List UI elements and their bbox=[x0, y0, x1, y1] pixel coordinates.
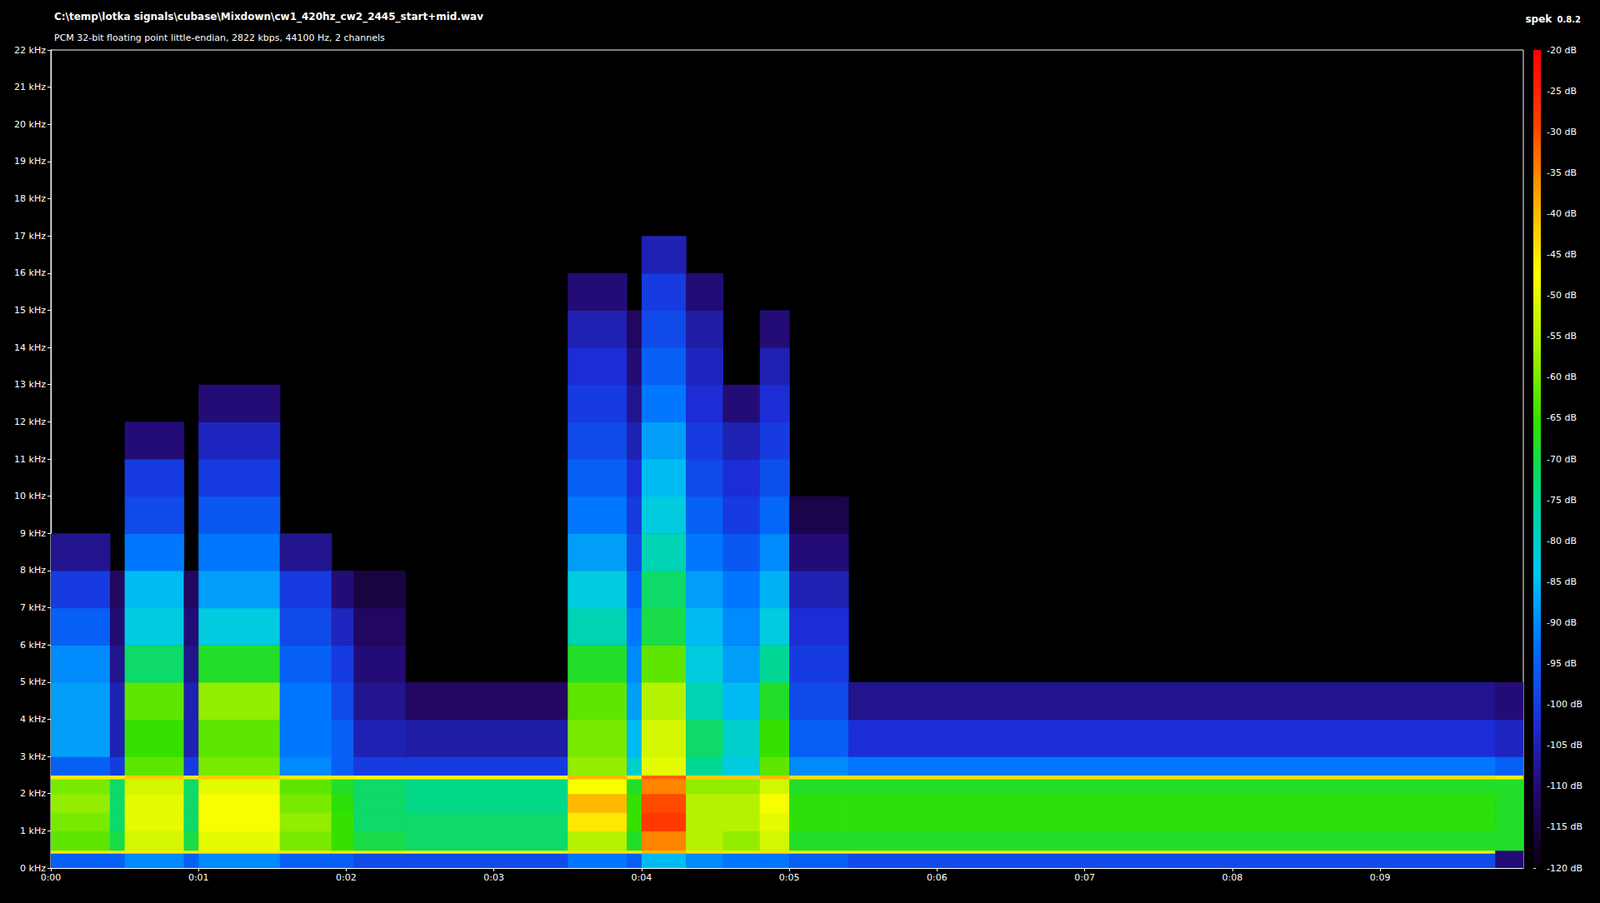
svg-text:19 kHz: 19 kHz bbox=[14, 155, 46, 167]
svg-text:-80 dB: -80 dB bbox=[1546, 535, 1577, 547]
svg-text:-45 dB: -45 dB bbox=[1546, 249, 1577, 260]
svg-text:-30 dB: -30 dB bbox=[1546, 126, 1577, 138]
svg-text:0:04: 0:04 bbox=[631, 872, 653, 884]
svg-text:1 kHz: 1 kHz bbox=[20, 825, 46, 837]
svg-text:-20 dB: -20 dB bbox=[1546, 45, 1577, 56]
svg-text:18 kHz: 18 kHz bbox=[14, 193, 46, 205]
svg-text:-115 dB: -115 dB bbox=[1546, 821, 1583, 833]
svg-text:-120 dB: -120 dB bbox=[1546, 863, 1583, 875]
svg-text:2 kHz: 2 kHz bbox=[20, 788, 46, 800]
svg-text:5 kHz: 5 kHz bbox=[20, 676, 46, 688]
svg-text:0:05: 0:05 bbox=[779, 872, 800, 884]
svg-text:7 kHz: 7 kHz bbox=[20, 602, 46, 614]
svg-text:9 kHz: 9 kHz bbox=[20, 528, 46, 540]
svg-text:-35 dB: -35 dB bbox=[1546, 167, 1577, 179]
svg-text:-60 dB: -60 dB bbox=[1546, 371, 1577, 383]
svg-text:13 kHz: 13 kHz bbox=[14, 379, 46, 390]
svg-text:-110 dB: -110 dB bbox=[1546, 780, 1583, 792]
svg-text:0:07: 0:07 bbox=[1074, 872, 1095, 884]
svg-text:0:06: 0:06 bbox=[926, 872, 948, 884]
svg-text:C:\temp\lotka signals\cubase\M: C:\temp\lotka signals\cubase\Mixdown\cw1… bbox=[54, 10, 484, 24]
svg-text:4 kHz: 4 kHz bbox=[20, 714, 46, 725]
svg-text:PCM 32-bit floating point litt: PCM 32-bit floating point little-endian,… bbox=[54, 32, 385, 44]
svg-text:-105 dB: -105 dB bbox=[1546, 740, 1583, 751]
svg-text:3 kHz: 3 kHz bbox=[20, 751, 46, 763]
svg-text:12 kHz: 12 kHz bbox=[14, 416, 46, 428]
svg-text:21 kHz: 21 kHz bbox=[14, 81, 46, 93]
svg-text:0:00: 0:00 bbox=[40, 872, 62, 884]
svg-text:-70 dB: -70 dB bbox=[1546, 454, 1577, 465]
svg-text:-85 dB: -85 dB bbox=[1546, 576, 1577, 588]
svg-text:22 kHz: 22 kHz bbox=[14, 45, 46, 56]
svg-text:20 kHz: 20 kHz bbox=[14, 119, 46, 130]
svg-text:0:02: 0:02 bbox=[335, 872, 357, 884]
svg-text:-40 dB: -40 dB bbox=[1546, 208, 1577, 220]
svg-text:-100 dB: -100 dB bbox=[1546, 699, 1583, 710]
svg-text:16 kHz: 16 kHz bbox=[14, 267, 46, 279]
svg-text:-95 dB: -95 dB bbox=[1546, 658, 1577, 670]
svg-text:10 kHz: 10 kHz bbox=[14, 490, 46, 502]
svg-text:0:08: 0:08 bbox=[1222, 872, 1244, 884]
svg-text:17 kHz: 17 kHz bbox=[14, 230, 46, 242]
svg-text:0:09: 0:09 bbox=[1370, 872, 1391, 884]
svg-text:-55 dB: -55 dB bbox=[1546, 330, 1577, 342]
svg-text:-90 dB: -90 dB bbox=[1546, 617, 1577, 629]
svg-text:15 kHz: 15 kHz bbox=[14, 305, 46, 316]
svg-text:0:01: 0:01 bbox=[188, 872, 210, 884]
svg-text:-75 dB: -75 dB bbox=[1546, 495, 1577, 506]
svg-text:-25 dB: -25 dB bbox=[1546, 85, 1577, 97]
svg-text:0.8.2: 0.8.2 bbox=[1557, 15, 1582, 25]
svg-text:11 kHz: 11 kHz bbox=[14, 454, 46, 465]
svg-text:14 kHz: 14 kHz bbox=[14, 342, 46, 354]
svg-text:0:03: 0:03 bbox=[483, 872, 505, 884]
svg-text:6 kHz: 6 kHz bbox=[20, 640, 46, 651]
svg-text:-50 dB: -50 dB bbox=[1546, 290, 1577, 301]
svg-text:0 kHz: 0 kHz bbox=[20, 862, 46, 874]
svg-text:8 kHz: 8 kHz bbox=[20, 565, 46, 576]
svg-text:spek: spek bbox=[1525, 13, 1553, 25]
svg-text:-65 dB: -65 dB bbox=[1546, 412, 1577, 424]
